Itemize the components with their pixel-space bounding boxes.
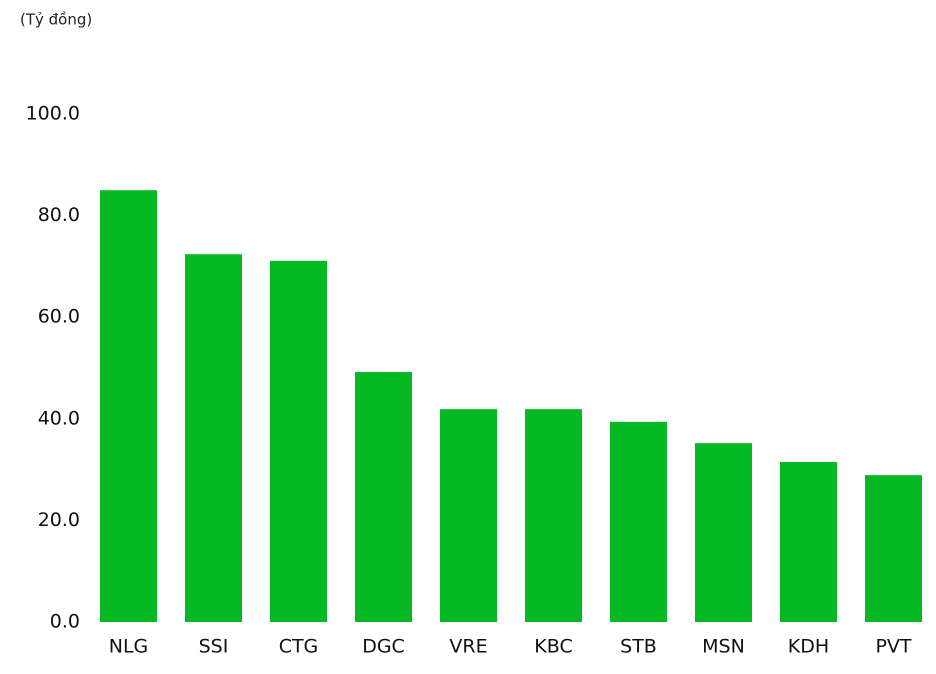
x-tick-label: KDH <box>788 636 829 658</box>
bar <box>185 254 242 622</box>
x-tick-label: MSN <box>702 636 745 658</box>
x-tick-label: KBC <box>534 636 572 658</box>
x-tick-label: DGC <box>362 636 405 658</box>
bar <box>270 260 327 622</box>
bar <box>865 475 922 622</box>
y-tick-label: 0.0 <box>50 611 80 633</box>
x-tick-label: STB <box>620 636 657 658</box>
bar <box>440 409 497 622</box>
x-tick-label: VRE <box>449 636 487 658</box>
y-axis-label: (Tỷ đồng) <box>20 11 92 29</box>
y-tick-label: 100.0 <box>26 103 80 125</box>
y-tick-label: 60.0 <box>38 306 80 328</box>
x-tick-label: NLG <box>109 636 149 658</box>
y-tick-label: 20.0 <box>38 509 80 531</box>
bar <box>355 372 412 622</box>
y-tick-label: 40.0 <box>38 407 80 429</box>
bar <box>695 443 752 622</box>
x-tick-label: PVT <box>875 636 911 658</box>
x-tick-label: SSI <box>199 636 229 658</box>
bar <box>610 421 667 622</box>
bar <box>100 190 157 622</box>
bar <box>525 409 582 622</box>
bar <box>780 461 837 622</box>
x-tick-label: CTG <box>279 636 319 658</box>
y-tick-label: 80.0 <box>38 204 80 226</box>
